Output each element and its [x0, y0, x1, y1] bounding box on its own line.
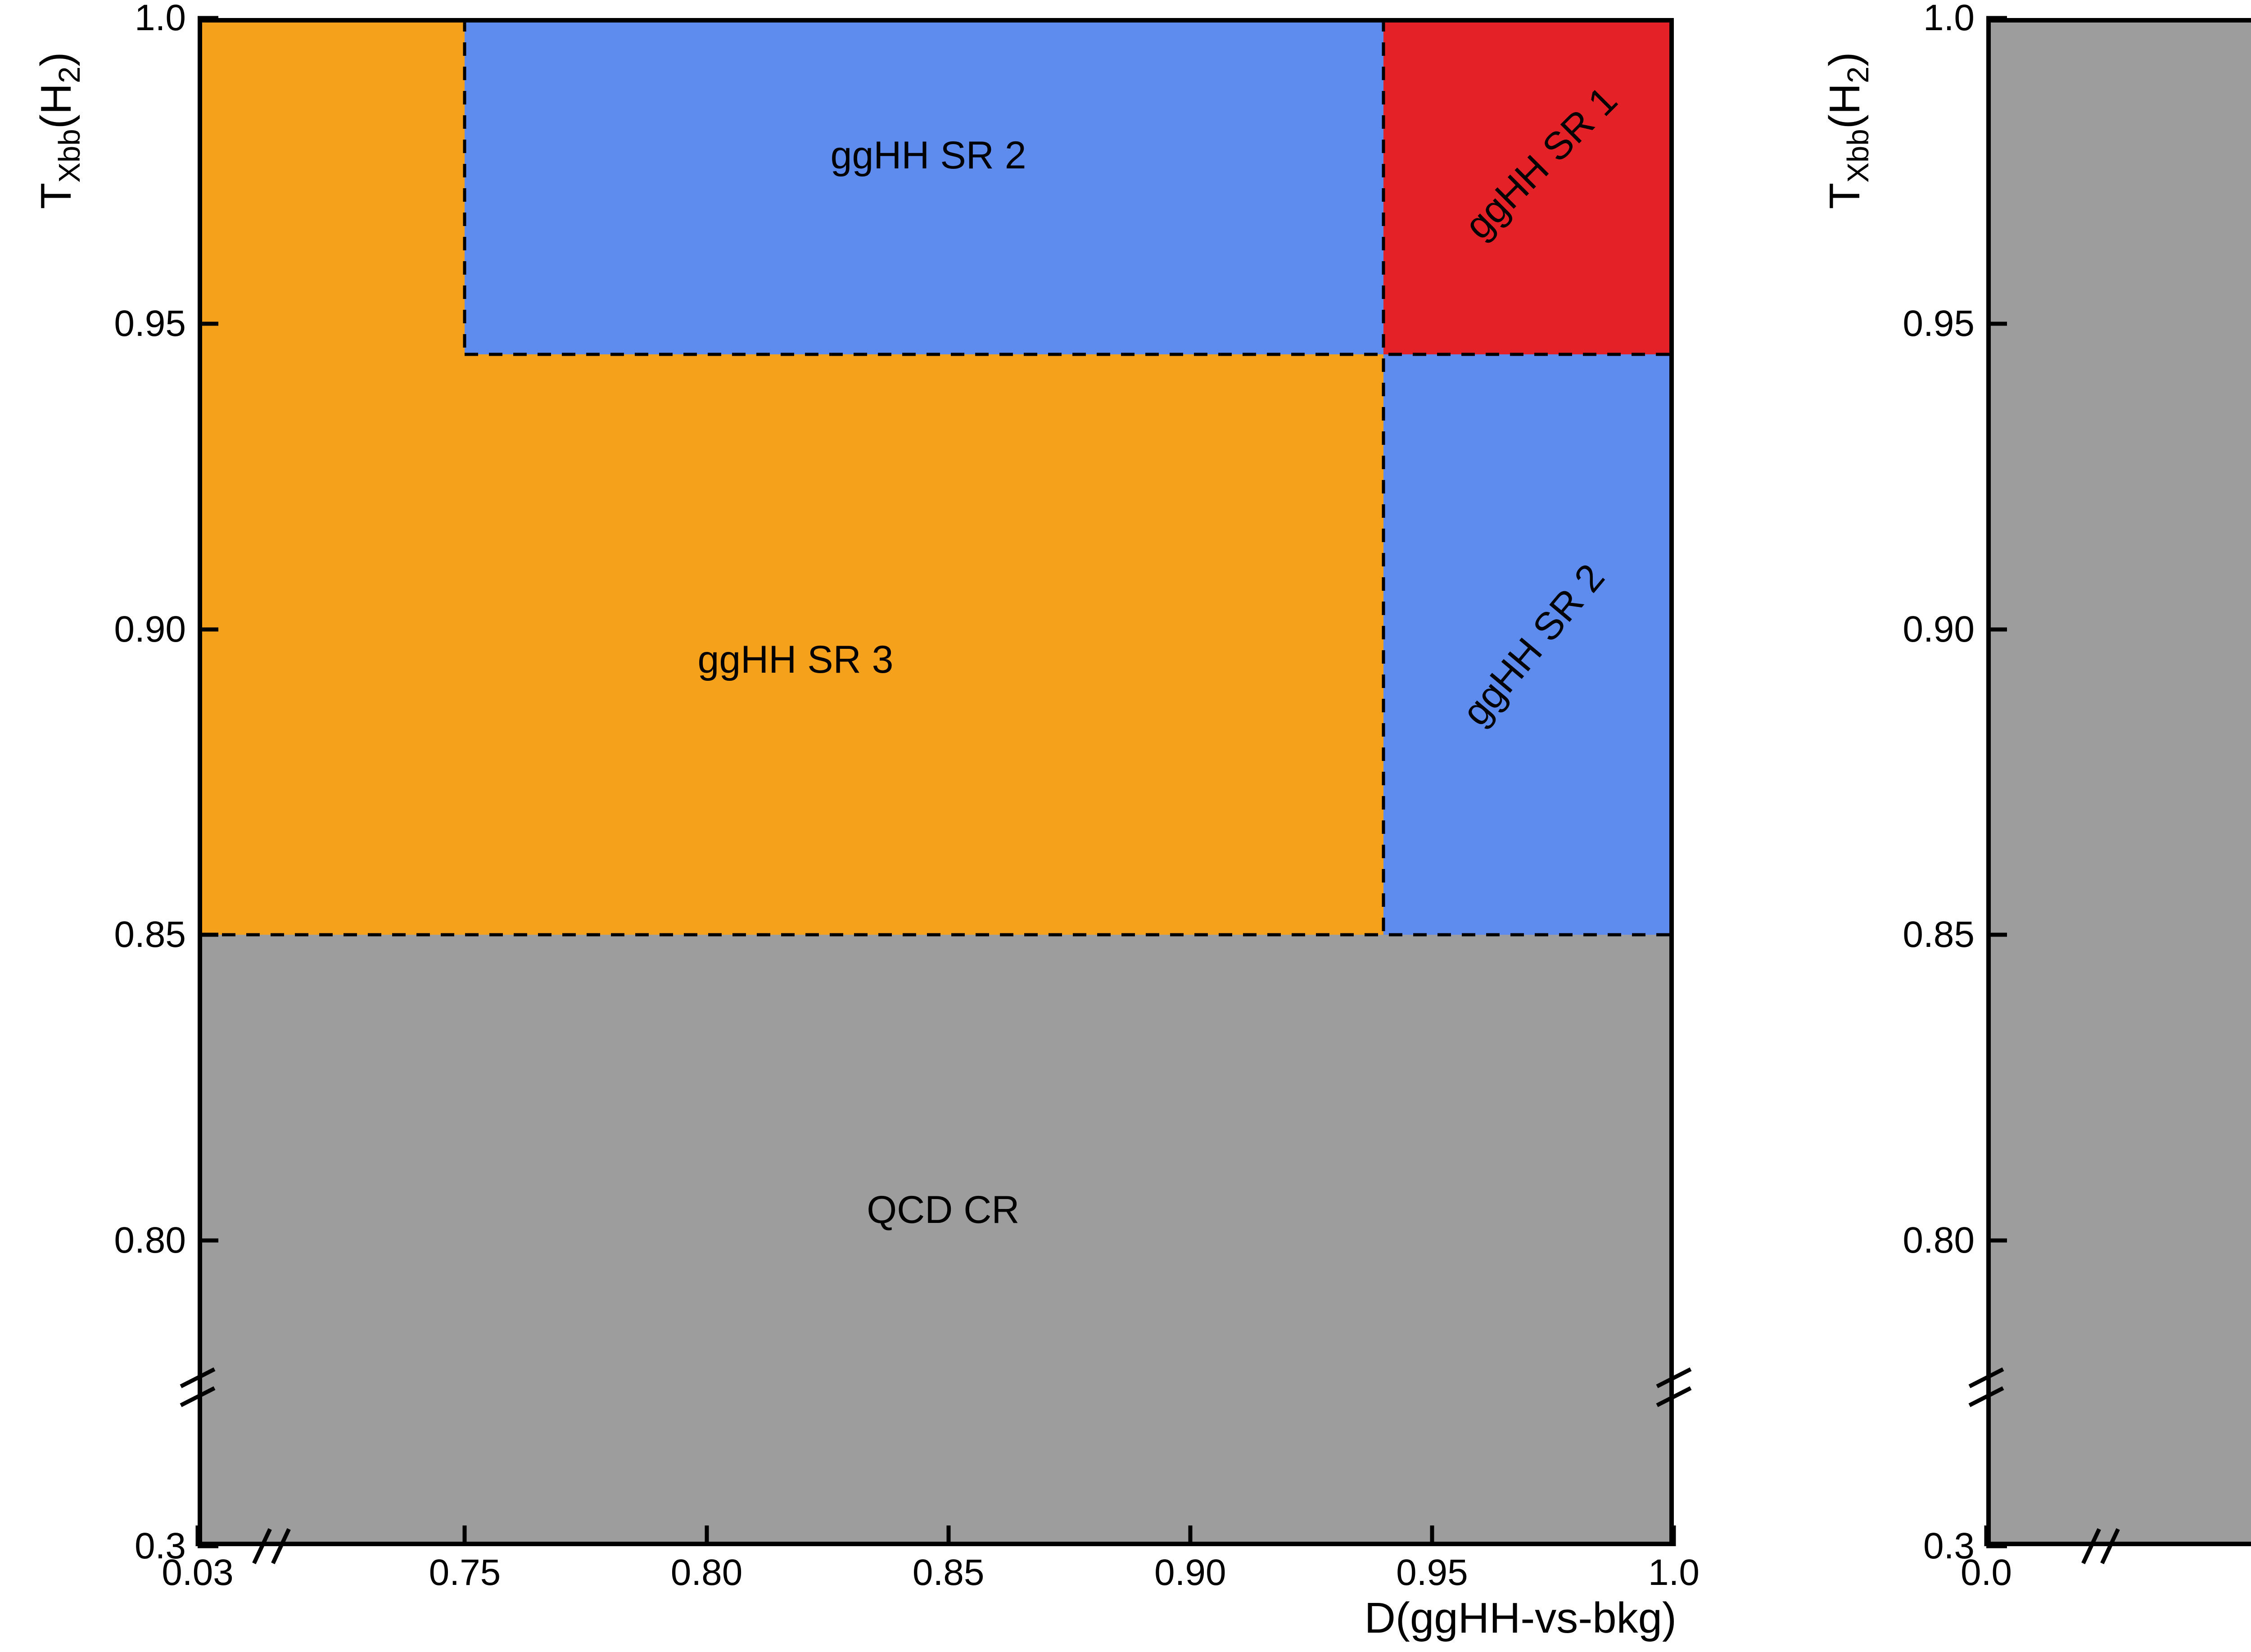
- y-axis-title-part: T: [1821, 182, 1869, 209]
- region-label: ggHH SR 3: [697, 638, 894, 682]
- y-axis-title: TXbb(H2): [1821, 52, 1875, 209]
- region-gghh-sr3-lower: [198, 354, 1384, 935]
- y-tick-label: 0.90: [114, 608, 186, 650]
- x-tick: [1430, 1525, 1434, 1546]
- y-tick: [198, 321, 218, 326]
- y-tick: [198, 932, 218, 937]
- y-tick-label: 0.95: [1903, 303, 1975, 344]
- x-tick-label: 0.75: [429, 1552, 501, 1593]
- region-qcd-cr: [198, 935, 1674, 1546]
- x-tick-label: 0.95: [1396, 1552, 1468, 1593]
- y-tick-label: 0.85: [114, 914, 186, 955]
- region-gghh-sr2-right: [1383, 354, 1674, 935]
- region-gghh-sr2-top: [465, 18, 1384, 354]
- region-qcd-cr: [1986, 18, 2251, 1546]
- y-tick: [198, 627, 218, 632]
- y-tick-label: 0.95: [114, 303, 186, 344]
- y-axis-title-part: 2: [1841, 66, 1876, 83]
- y-tick-label: 1.0: [1923, 0, 1975, 38]
- y-axis-title-part: Xbb: [53, 129, 87, 183]
- x-tick: [462, 1525, 467, 1546]
- x-tick-label: 0.80: [670, 1552, 743, 1593]
- region-boundary-line: [1382, 18, 1385, 935]
- x-tick-label: 0.85: [912, 1552, 985, 1593]
- x-tick: [946, 1525, 951, 1546]
- y-tick: [1986, 1238, 2007, 1243]
- y-tick-label: 0.80: [1903, 1220, 1975, 1261]
- y-tick-label: 0.80: [114, 1220, 186, 1261]
- right-plot-area: 0.00.900.951.00.30.800.850.900.951.0QCD …: [1821, 0, 2251, 1591]
- x-tick: [195, 1525, 200, 1546]
- x-tick: [1672, 1525, 1676, 1546]
- x-tick-label: 0.90: [1154, 1552, 1226, 1593]
- region-label: QCD CR: [867, 1188, 1020, 1232]
- y-tick-label: 0.3: [1923, 1525, 1975, 1566]
- y-tick: [1986, 932, 2007, 937]
- y-axis-title-part: (H: [1821, 83, 1869, 129]
- y-tick-label: 0.85: [1903, 914, 1975, 955]
- y-tick-label: 0.3: [135, 1525, 186, 1566]
- y-axis-title-part: T: [32, 182, 80, 209]
- y-tick: [1986, 321, 2007, 326]
- y-tick: [198, 16, 218, 20]
- region-boundary-line: [465, 353, 1674, 356]
- y-axis-title: TXbb(H2): [32, 52, 86, 209]
- x-tick-label: 0.0: [1961, 1552, 2012, 1593]
- y-axis-title-part: Xbb: [1841, 129, 1876, 183]
- x-tick: [1984, 1525, 1989, 1546]
- y-tick: [198, 1238, 218, 1243]
- region-boundary-line: [198, 933, 1674, 937]
- region-boundary-line: [463, 18, 466, 354]
- region-gghh-sr1: [1383, 18, 1674, 354]
- y-axis-title-part: 2: [53, 66, 87, 83]
- y-tick: [1986, 627, 2007, 632]
- x-tick: [705, 1525, 709, 1546]
- x-tick: [1188, 1525, 1193, 1546]
- y-axis-title-part: (H: [32, 83, 80, 129]
- region-label: ggHH SR 2: [830, 134, 1026, 177]
- y-tick: [1986, 1544, 2007, 1548]
- x-axis-title: D(ggHH-vs-bkg): [1364, 1594, 1677, 1642]
- y-tick: [1986, 16, 2007, 20]
- y-axis-title-part: ): [1821, 52, 1869, 67]
- y-tick: [198, 1544, 218, 1548]
- y-tick-label: 1.0: [135, 0, 186, 38]
- region-gghh-sr3-upper: [198, 18, 465, 354]
- y-axis-title-part: ): [32, 52, 80, 67]
- left-plot-area: 0.03 0.75 0.80 0.85 0.90 0.95 1.0 0.3 0.80 0.85 0.…: [32, 0, 1700, 1640]
- y-tick-label: 0.90: [1903, 608, 1975, 650]
- x-tick-label: 0.03: [162, 1552, 234, 1593]
- x-tick-label: 1.0: [1648, 1552, 1700, 1593]
